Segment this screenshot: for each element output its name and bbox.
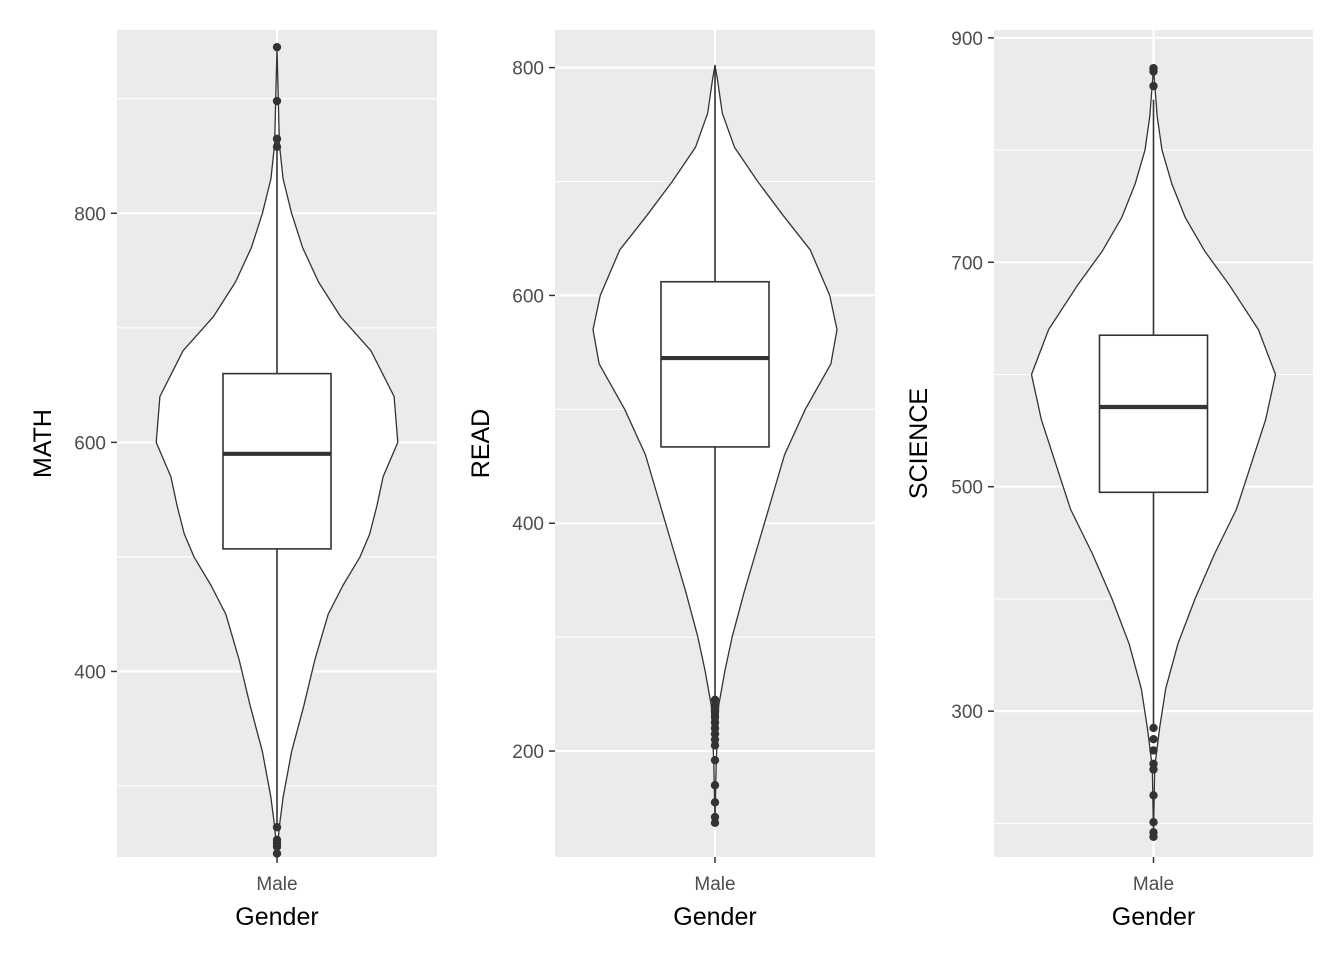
x-tick-label: Male xyxy=(694,874,735,895)
iqr-box xyxy=(1098,334,1209,494)
y-tick-label: 800 xyxy=(74,204,106,225)
x-axis-title: Gender xyxy=(1112,903,1195,931)
outlier-point xyxy=(272,823,282,832)
y-tick-label: 600 xyxy=(512,286,544,307)
outlier-point xyxy=(710,741,720,750)
outlier-point xyxy=(272,142,282,152)
outlier-point xyxy=(1149,791,1158,800)
x-tick-label: Male xyxy=(1133,874,1174,895)
outlier-point xyxy=(1149,67,1158,76)
y-axis-title: SCIENCE xyxy=(905,388,933,499)
x-axis-title: Gender xyxy=(235,903,318,931)
y-tick-label: 800 xyxy=(512,59,544,80)
x-tick-label: Male xyxy=(256,874,297,895)
y-tick-label: 900 xyxy=(951,29,983,50)
outlier-point xyxy=(272,96,282,106)
y-tick-label: 400 xyxy=(512,514,544,535)
iqr-box xyxy=(660,280,770,448)
outlier-point xyxy=(272,842,282,851)
y-tick-label: 600 xyxy=(74,433,106,454)
outlier-point xyxy=(272,134,282,144)
outlier-point xyxy=(1149,734,1158,744)
outlier-point xyxy=(710,798,720,807)
outlier-point xyxy=(1149,818,1158,827)
science-violin-panel: 300 500 700 900 Male Gender SCIENCE xyxy=(905,29,1313,931)
y-tick-label: 300 xyxy=(951,702,983,723)
outlier-point xyxy=(1149,832,1158,842)
y-tick-label: 400 xyxy=(74,662,106,683)
outlier-point xyxy=(710,755,720,765)
outlier-point xyxy=(710,781,720,790)
outlier-point xyxy=(710,818,720,828)
y-tick-label: 500 xyxy=(951,478,983,499)
y-tick-label: 700 xyxy=(951,253,983,274)
outlier-point xyxy=(1149,723,1158,733)
iqr-box xyxy=(222,372,332,550)
read-violin-panel: 200 400 600 800 Male Gender READ xyxy=(467,30,875,931)
outlier-point xyxy=(272,42,282,52)
outlier-point xyxy=(1149,746,1158,755)
x-axis-title: Gender xyxy=(673,903,756,931)
outlier-point xyxy=(272,849,282,858)
outlier-point xyxy=(1149,765,1158,774)
math-violin-panel: 400 600 800 Male Gender MATH xyxy=(29,30,437,931)
y-axis-title: MATH xyxy=(29,409,57,478)
y-tick-label: 200 xyxy=(512,742,544,763)
y-axis-title: READ xyxy=(467,409,495,478)
outlier-point xyxy=(1149,81,1158,91)
